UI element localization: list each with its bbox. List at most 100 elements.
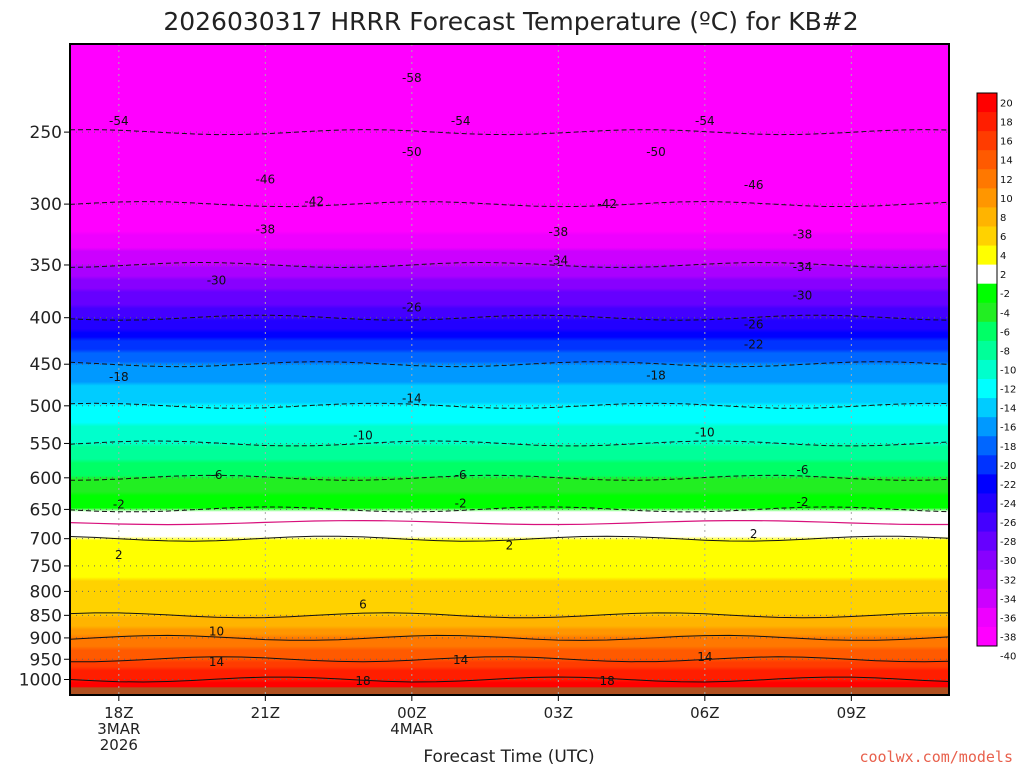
colorbar-swatch [977, 550, 997, 571]
contour-label: -6 [211, 468, 223, 482]
isotherm-10 [70, 634, 949, 641]
contour-label: 14 [209, 655, 224, 669]
surface-band [70, 687, 949, 695]
x-tick-label: 09Z [837, 704, 866, 722]
x-tick-label: 00Z 4MAR [390, 704, 433, 738]
x-tick-line: 18Z [104, 704, 133, 722]
contour-label: -10 [353, 428, 373, 442]
colorbar-label: 10 [1000, 194, 1013, 205]
colorbar-swatch [977, 321, 997, 342]
isotherm-14 [70, 656, 949, 663]
y-tick-label: 700 [30, 530, 62, 550]
colorbar-swatch [977, 474, 997, 494]
colorbar-label: -14 [1000, 404, 1016, 415]
contour-label: -34 [793, 260, 813, 274]
contour-label: -10 [695, 426, 715, 440]
contour-label: 18 [600, 674, 615, 688]
y-tick-label: 650 [30, 500, 62, 520]
colorbar-label: -38 [1000, 632, 1016, 643]
x-tick-line: 3MAR [97, 720, 140, 738]
y-tick-label: 900 [30, 629, 62, 649]
colorbar-swatch [977, 493, 997, 514]
contour-label: 10 [209, 624, 224, 638]
colorbar-swatch [977, 359, 997, 380]
colorbar-label: -24 [1000, 499, 1016, 510]
contour-label: -54 [695, 114, 715, 128]
contour-label: -22 [744, 337, 764, 351]
contour-label: 14 [453, 653, 468, 667]
temperature-field [70, 44, 949, 695]
isotherm--14 [70, 402, 949, 409]
isotherm--6 [70, 474, 949, 481]
isotherm--54 [70, 129, 949, 136]
colorbar-label: 20 [1000, 99, 1013, 110]
colorbar-swatch [977, 150, 997, 170]
colorbar-label: -18 [1000, 442, 1016, 453]
freezing-line [70, 519, 949, 526]
colorbar-swatch [977, 340, 997, 361]
colorbar-label: -6 [1000, 327, 1010, 338]
grid-lines [70, 44, 949, 695]
colorbar-label: -26 [1000, 518, 1016, 529]
colorbar-swatch [977, 188, 997, 208]
colorbar-swatch [977, 607, 997, 628]
colorbar-swatch [977, 226, 997, 247]
colorbar-swatch [977, 531, 997, 552]
colorbar-label: -40 [1000, 652, 1016, 663]
plot-area: -54 -58 -54 -54 -50 -50 -46 -46 -42 -42 -38 -38 -38 -… [70, 44, 949, 695]
y-tick-label: 750 [30, 557, 62, 577]
colorbar-label: -10 [1000, 366, 1016, 377]
contour-label: -42 [597, 197, 617, 211]
colorbar-swatch [977, 245, 997, 266]
contour-label: -6 [455, 468, 467, 482]
x-tick-line: 21Z [251, 704, 280, 722]
colorbar-label: -8 [1000, 346, 1010, 357]
x-tick-line: 06Z [690, 704, 719, 722]
colorbar-swatch [977, 626, 997, 647]
y-tick-label: 350 [30, 256, 62, 276]
colorbar-label: -34 [1000, 594, 1016, 605]
colorbar-label: 16 [1000, 137, 1013, 148]
y-tick-label: 850 [30, 606, 62, 626]
contour-label: -18 [646, 368, 666, 382]
colorbar-swatch [977, 207, 997, 227]
colorbar-swatch [977, 512, 997, 533]
colorbar-label: 2 [1000, 270, 1006, 281]
contour-label: -50 [646, 145, 666, 159]
colorbar-label: 4 [1000, 251, 1006, 262]
contour-label: -38 [549, 225, 569, 239]
y-tick-label: 500 [30, 397, 62, 417]
x-axis-label: Forecast Time (UTC) [423, 747, 594, 767]
colorbar-swatch [977, 569, 997, 590]
contour-label: -26 [402, 301, 422, 315]
contour-label: -30 [793, 288, 813, 302]
x-tick-line: 03Z [544, 704, 573, 722]
colorbar-label: 12 [1000, 175, 1013, 186]
colorbar-swatch [977, 93, 997, 113]
plot-frame [69, 43, 950, 696]
x-tick-label: 06Z [690, 704, 719, 722]
contour-label: -58 [402, 71, 422, 85]
y-tick-label: 950 [30, 650, 62, 670]
contour-label: -54 [109, 114, 129, 128]
credit-text: coolwx.com/models [859, 748, 1013, 766]
surface-shade [70, 687, 949, 695]
chart-title: 2026030317 HRRR Forecast Temperature (ºC… [163, 7, 858, 36]
contour-label: 2 [750, 527, 758, 541]
colorbar-swatch [977, 131, 997, 151]
colorbar-label: -12 [1000, 385, 1016, 396]
x-tick-line: 4MAR [390, 720, 433, 738]
colorbar-swatch [977, 588, 997, 609]
isotherm--42 [70, 201, 949, 208]
contour-label: -2 [455, 496, 467, 510]
colorbar-label: 18 [1000, 118, 1013, 129]
colorbar-label: -22 [1000, 480, 1016, 491]
contour-label: -18 [109, 370, 129, 384]
contour-label: -26 [744, 318, 764, 332]
x-tick-label: 21Z [251, 704, 280, 722]
y-tick-label: 250 [30, 123, 62, 143]
colorbar-swatch [977, 417, 997, 437]
isotherm--10 [70, 440, 949, 447]
